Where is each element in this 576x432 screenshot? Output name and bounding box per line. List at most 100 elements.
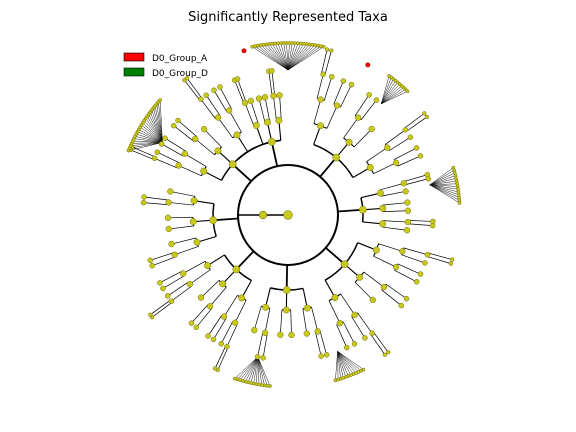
branch-edge — [313, 99, 322, 124]
leaf-edge — [337, 351, 354, 375]
taxon-node — [336, 320, 344, 327]
taxon-node — [334, 102, 341, 109]
taxon-node — [282, 286, 291, 294]
branch-edge — [316, 74, 324, 99]
taxon-node — [197, 294, 205, 301]
leaf-edge — [254, 45, 289, 71]
taxon-node — [254, 354, 261, 360]
branch-edge — [382, 226, 408, 231]
taxon-node — [219, 280, 227, 288]
leaf-edge — [250, 356, 259, 384]
taxon-node — [210, 336, 217, 343]
taxon-node — [203, 92, 209, 98]
leaf-edge — [131, 142, 163, 144]
taxon-node — [198, 96, 204, 102]
leaf-edge — [381, 83, 400, 105]
branch-edge — [219, 86, 232, 110]
branch-edge — [328, 300, 341, 324]
leaf-edge — [253, 356, 259, 384]
branch-edge — [404, 113, 425, 129]
branch-edge — [382, 202, 408, 206]
taxon-node — [368, 125, 375, 133]
branch-edge — [340, 293, 355, 315]
taxon-node — [355, 114, 362, 121]
leaf-edge — [133, 138, 163, 143]
taxon-node — [398, 302, 404, 309]
leaf-edge — [153, 107, 163, 143]
branch-edge — [389, 136, 411, 151]
taxon-node — [303, 330, 310, 337]
taxon-node — [376, 189, 384, 197]
taxon-node — [141, 194, 147, 200]
branch-edge — [168, 216, 194, 219]
leaf-edge — [271, 43, 289, 71]
leaf-edge — [381, 85, 402, 105]
branch-edge — [164, 137, 187, 152]
branch-edge — [373, 255, 397, 268]
leaf-edge — [429, 184, 460, 201]
branch-edge — [319, 330, 327, 355]
leaf-edge — [429, 184, 458, 187]
leaf-edge — [287, 43, 296, 71]
taxon-node — [448, 261, 454, 266]
branch-edge — [196, 307, 213, 328]
taxon-node — [251, 327, 258, 334]
taxon-node — [234, 76, 241, 82]
branch-edge — [333, 80, 344, 105]
branch-edge — [302, 308, 308, 334]
branch-edge — [194, 138, 215, 156]
leaf-edge — [287, 43, 305, 71]
leaf-edge — [280, 43, 289, 71]
leaf-edge — [257, 356, 260, 385]
leaf-edge — [158, 101, 163, 143]
branch-edge — [191, 304, 209, 324]
taxon-node — [214, 114, 222, 121]
taxon-node — [211, 87, 217, 94]
taxon-node — [200, 167, 208, 175]
leaf-edge — [381, 87, 404, 105]
branch-edge — [234, 80, 245, 104]
taxon-node — [400, 180, 407, 187]
branch-edge — [370, 333, 386, 355]
leaf-edge — [252, 46, 289, 71]
leaf-edge — [429, 170, 455, 186]
taxon-node — [233, 131, 241, 139]
taxon-node — [218, 340, 224, 347]
taxon-node — [231, 319, 239, 326]
taxon-node — [255, 95, 263, 102]
leaf-edge — [429, 180, 457, 186]
taxon-node — [407, 134, 414, 140]
branch-edge — [152, 256, 176, 266]
branch-edge — [373, 162, 397, 174]
legend: D0_Group_A D0_Group_D — [123, 52, 208, 79]
taxon-node — [369, 330, 375, 336]
branch-edge — [174, 246, 199, 256]
taxon-node — [449, 257, 455, 262]
taxon-node — [351, 311, 358, 318]
leaf-edge — [287, 43, 307, 71]
taxon-node — [345, 138, 353, 146]
leaf-edge — [132, 140, 163, 143]
taxon-node — [189, 218, 197, 226]
branch-edge — [403, 174, 428, 183]
leaf-edge — [380, 75, 390, 104]
taxon-node — [157, 280, 163, 286]
taxon-node — [162, 135, 168, 141]
figure-title: Significantly Represented Taxa — [188, 10, 388, 25]
leaf-edge — [134, 136, 163, 143]
taxon-node — [193, 324, 200, 331]
taxon-node — [167, 188, 174, 195]
leaf-edge — [337, 351, 344, 378]
branch-edge — [220, 321, 234, 344]
leaf-edge — [136, 133, 163, 143]
leaf-edge — [381, 91, 408, 105]
highlighted-taxon-node — [241, 48, 247, 54]
leaf-edge — [239, 356, 259, 381]
leaf-edge — [287, 45, 319, 71]
branch-edge — [357, 312, 373, 334]
leaf-edge — [154, 105, 163, 143]
leaf-edge — [151, 109, 163, 143]
branch-edge — [342, 321, 355, 345]
branch-edge — [366, 147, 388, 162]
